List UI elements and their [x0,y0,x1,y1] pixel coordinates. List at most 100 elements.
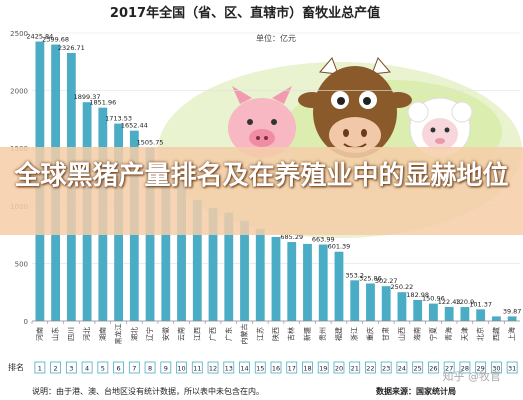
y-tick-label: 2000 [10,88,28,96]
rank-number: 17 [288,365,296,373]
watermark: 知乎 @牧官 [442,370,502,383]
rank-box [443,361,455,374]
bar [334,251,344,321]
rank-number: 15 [256,365,264,373]
chart-title: 2017年全国（省、区、直辖市）畜牧业总产值 [110,5,380,21]
category-label: 河南 [35,327,44,341]
rank-number: 11 [193,365,201,373]
rank-box [97,361,109,374]
rank-number: 14 [240,365,248,373]
category-label: 西藏 [491,327,500,341]
rank-number: 6 [117,365,121,373]
category-label: 辽宁 [145,327,154,341]
rank-box [239,361,250,374]
rank-row-label: 排名 [8,362,24,372]
data-label: 1652.44 [121,122,148,130]
category-label: 四川 [67,327,75,341]
category-label: 宁夏 [428,327,437,341]
bar [224,212,234,321]
category-label: 贵州 [318,327,327,341]
category-label: 吉林 [287,327,296,341]
category-label: 山东 [51,327,60,341]
rank-box [191,361,203,374]
category-label: 湖北 [129,327,138,341]
rank-box [113,361,124,374]
bar [255,228,265,321]
unit-label: 单位：亿元 [256,33,296,43]
category-label: 内蒙古 [240,324,249,345]
bar [271,236,281,321]
rank-box [176,361,187,374]
bar [397,292,407,321]
category-label: 河北 [83,327,91,341]
rank-number: 30 [492,365,500,373]
rank-number: 16 [272,365,280,373]
category-label: 湖南 [98,327,107,341]
bar [366,283,375,321]
bar [413,299,423,321]
rank-box [81,361,93,374]
rank-number: 19 [319,365,327,373]
rank-number: 28 [461,365,469,373]
rank-number: 18 [303,365,311,373]
rank-box [34,361,46,374]
rank-number: 3 [69,365,73,373]
category-label: 海南 [413,327,422,341]
data-label: 150.96 [422,295,445,303]
bar [318,244,328,321]
rank-box [459,361,471,374]
bar [161,171,171,321]
rank-box [207,361,219,374]
rank-number: 21 [351,365,359,373]
rank-row: 1 2 3 4 5 6 7 8 9 10 11 12 13 14 15 16 17 18 19 20 21 22 23 24 2… [34,361,518,374]
data-label: 2425.84 [26,33,53,41]
rank-number: 24 [398,365,406,373]
y-tick-label: 0 [24,318,28,326]
bar [350,280,360,321]
category-label: 青海 [444,327,453,341]
rank-box [302,361,313,374]
bar [240,220,249,321]
bar [444,306,454,321]
rank-box [506,361,518,374]
category-label: 浙江 [350,327,359,341]
rank-box [475,361,487,374]
x-axis: 河南 山东 四川 河北 湖南 黑龙江 湖北 辽宁 安徽 云南 江西 广西 广东 内蒙古 江苏 陕西 吉林 新疆 贵州… [31,320,520,345]
rank-number: 2 [54,365,58,373]
category-label: 重庆 [365,327,374,341]
rank-number: 26 [429,365,437,373]
rank-number: 31 [508,365,516,373]
rank-number: 12 [209,365,217,373]
rank-box [412,361,424,374]
overlay-banner [0,147,523,235]
data-label: 120.9 [456,298,475,306]
data-source: 数据来源：国家统计局 [376,386,456,396]
data-label: 353.2 [345,271,364,279]
y-tick-label: 2500 [10,30,28,38]
rank-box [160,361,172,374]
data-label: 1851.96 [89,99,116,107]
bar [287,242,297,321]
category-label: 山西 [397,327,406,341]
data-label: 685.29 [280,233,303,241]
category-label: 江西 [193,327,201,341]
data-label: 122.43 [438,298,461,306]
bar [491,316,501,321]
rank-box [128,361,140,374]
rank-box [286,361,298,374]
data-label: 2399.68 [42,36,69,44]
banner-title: 全球黑猪产量排名及在养殖业中的显赫地位 [14,161,509,191]
data-label: 1505.75 [137,139,164,147]
bar [192,200,202,321]
bar [429,303,438,321]
rank-box [380,361,392,374]
rank-number: 27 [445,365,453,373]
data-label: 101.37 [469,300,492,308]
category-label: 陕西 [271,327,280,341]
data-label: 1899.37 [74,93,101,101]
rank-box [223,361,235,374]
category-label: 广东 [224,327,233,341]
rank-number: 25 [414,365,422,373]
rank-box [490,361,502,374]
